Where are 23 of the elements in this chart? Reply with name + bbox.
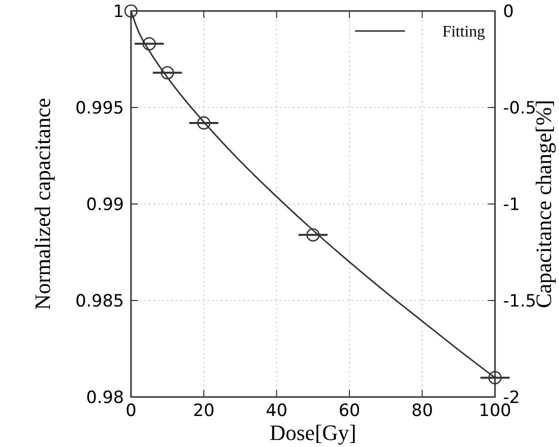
x-tick-label: 60 — [338, 401, 360, 421]
y2-tick-label: -1.5 — [503, 291, 536, 312]
y-tick-label: 0.985 — [75, 291, 124, 312]
point — [142, 37, 156, 50]
y-tick-label: 0.99 — [86, 194, 124, 215]
x-axis-title: Dose[Gy] — [270, 420, 356, 445]
legend-label: Fitting — [442, 24, 485, 41]
point — [306, 228, 320, 242]
y-tick-label: 1 — [113, 2, 124, 22]
y2-tick-label: 0 — [503, 2, 514, 22]
x-tick-label: 20 — [192, 401, 215, 421]
y-tick-label: 0.995 — [75, 98, 124, 118]
point — [124, 4, 138, 18]
point — [197, 116, 210, 130]
y-tick-label: 0.98 — [86, 388, 124, 408]
x-tick-label: 40 — [266, 401, 288, 421]
y2-tick-label: -1 — [503, 194, 520, 215]
x-tick-label: 0 — [126, 401, 136, 421]
x-tick-label: 80 — [411, 401, 434, 421]
y-axis-title: Normalized capacitance — [30, 98, 55, 310]
point — [160, 66, 174, 80]
y2-tick-label: -0.5 — [503, 98, 536, 118]
point — [488, 371, 502, 384]
